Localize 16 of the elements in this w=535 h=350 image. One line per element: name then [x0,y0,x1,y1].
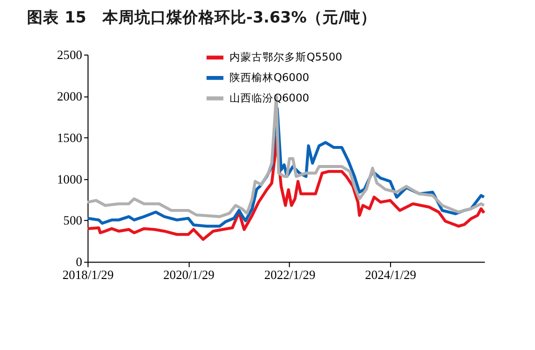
x-tick-label: 2020/1/29 [163,268,214,282]
y-tick-label: 500 [63,214,82,228]
x-tick-label: 2024/1/29 [364,268,416,282]
x-tick-label: 2018/1/29 [62,268,114,282]
chart-title: 图表 15 本周坑口煤价格环比-3.63%（元/吨） [27,8,376,27]
y-tick-label: 1500 [56,130,82,145]
legend-label: 陕西榆林Q6000 [230,70,310,84]
y-tick-label: 0 [76,255,82,270]
line-series [86,94,486,218]
legend-label: 山西临汾Q6000 [230,91,310,104]
y-tick-label: 2500 [56,48,82,62]
legend-label: 内蒙古鄂尔多斯Q5500 [230,50,342,64]
line-series [86,136,486,241]
y-tick-label: 2000 [56,89,82,104]
y-tick-label: 1000 [56,172,82,186]
x-tick-label: 2022/1/29 [264,268,316,282]
